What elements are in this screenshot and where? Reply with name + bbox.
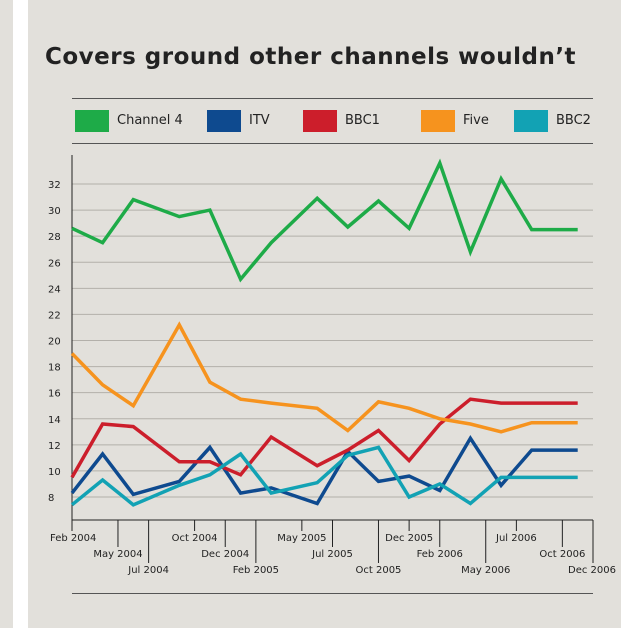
- left-background-strip: [0, 0, 13, 628]
- x-tick-label: Feb 2006: [417, 549, 463, 560]
- y-tick-label: 20: [48, 337, 61, 348]
- x-tick-label: May 2004: [93, 549, 142, 560]
- legend-label: Channel 4: [117, 113, 183, 128]
- y-tick-label: 22: [48, 310, 61, 321]
- legend-label: ITV: [249, 113, 270, 128]
- x-tick-label: Oct 2006: [539, 549, 585, 560]
- x-tick-label: Dec 2004: [201, 549, 249, 560]
- legend-swatch: [75, 110, 109, 132]
- series-line-bbc2: [70, 445, 578, 507]
- y-tick-label: 10: [48, 467, 61, 478]
- legend-bottom-rule: [72, 143, 593, 144]
- x-tick-label: Jul 2005: [311, 549, 353, 560]
- y-tick-label: 16: [48, 389, 61, 400]
- y-tick-label: 8: [48, 493, 54, 504]
- legend-swatch: [514, 110, 548, 132]
- series-line-bbc1: [70, 397, 578, 479]
- x-tick-label: Dec 2006: [568, 565, 616, 576]
- x-tick-label: May 2005: [277, 533, 326, 544]
- x-tick-label: May 2006: [461, 565, 510, 576]
- chart-title: Covers ground other channels wouldn’t: [44, 44, 577, 70]
- x-tick-label: Feb 2005: [233, 565, 279, 576]
- series-line-five: [70, 321, 578, 434]
- y-tick-label: 18: [48, 363, 61, 374]
- y-tick-label: 30: [48, 206, 61, 217]
- x-tick-label: Feb 2004: [50, 533, 96, 544]
- y-tick-label: 28: [48, 232, 61, 243]
- legend-swatch: [207, 110, 241, 132]
- legend-label: Five: [463, 113, 489, 128]
- y-tick-label: 26: [48, 258, 61, 269]
- legend-top-rule: [72, 98, 593, 99]
- bottom-rule: [72, 593, 593, 594]
- x-tick-label: Dec 2005: [385, 533, 433, 544]
- x-tick-label: Jul 2004: [127, 565, 169, 576]
- series-line-channel-4: [71, 158, 578, 283]
- x-tick-label: Oct 2004: [172, 533, 218, 544]
- legend-label: BBC2: [556, 113, 591, 128]
- y-tick-label: 12: [48, 441, 61, 452]
- series-line-itv: [70, 434, 578, 506]
- legend-swatch: [421, 110, 455, 132]
- legend-swatch: [303, 110, 337, 132]
- x-tick-label: Oct 2005: [356, 565, 402, 576]
- y-tick-label: 24: [48, 284, 61, 295]
- x-tick-label: Jul 2006: [495, 533, 537, 544]
- legend-label: BBC1: [345, 113, 380, 128]
- y-tick-label: 14: [48, 415, 61, 426]
- y-tick-label: 32: [48, 180, 61, 191]
